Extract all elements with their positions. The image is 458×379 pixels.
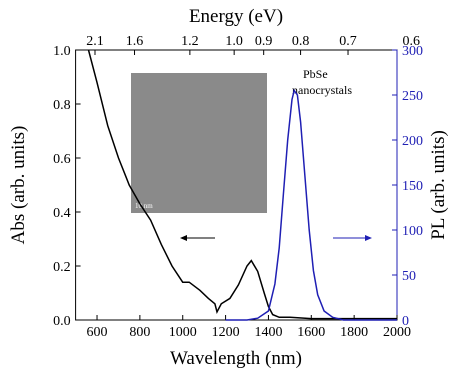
y-label: Abs (arb. units) [8,126,29,245]
y-tick-label: 0.2 [53,260,71,275]
x-tick-label: 1800 [340,325,368,340]
y-tick-label: 1.0 [53,44,71,59]
x2-tick-label: 0.9 [255,34,273,49]
y2-tick-label: 250 [402,89,423,104]
y2-label: PL (arb. units) [428,130,449,240]
inset-scale: 10 nm [135,202,153,210]
y-tick-label: 0.0 [53,314,71,329]
y2-tick-label: 50 [402,269,416,284]
x2-tick-label: 1.6 [126,34,144,49]
x-tick-label: 600 [87,325,108,340]
x2-tick-label: 1.2 [181,34,199,49]
annotation: nanocrystals [292,83,352,97]
x2-tick-label: 2.1 [86,34,104,49]
inset-image [131,73,267,213]
x-tick-label: 800 [129,325,150,340]
chart: 10 nm PbSe nanocrystals Wavelength (nm) … [0,0,458,374]
x-label: Wavelength (nm) [170,348,302,369]
x-tick-label: 1200 [212,325,240,340]
y2-tick-label: 100 [402,224,423,239]
x2-label: Energy (eV) [189,6,283,27]
x2-tick-label: 1.0 [225,34,243,49]
pl-arrow [333,235,372,241]
x2-tick-label: 0.8 [292,34,310,49]
x2-tick-label: 0.7 [339,34,357,49]
x-tick-label: 1000 [169,325,197,340]
y2-tick-label: 300 [402,44,423,59]
annotation: PbSe [303,67,328,81]
y-tick-label: 0.8 [53,98,71,113]
x-tick-label: 1600 [297,325,325,340]
y-tick-label: 0.4 [53,206,71,221]
y2-tick-label: 150 [402,179,423,194]
y2-tick-label: 0 [402,314,409,329]
abs-arrow [180,235,215,241]
x-tick-label: 1400 [254,325,282,340]
y-tick-label: 0.6 [53,152,71,167]
y2-tick-label: 200 [402,134,423,149]
